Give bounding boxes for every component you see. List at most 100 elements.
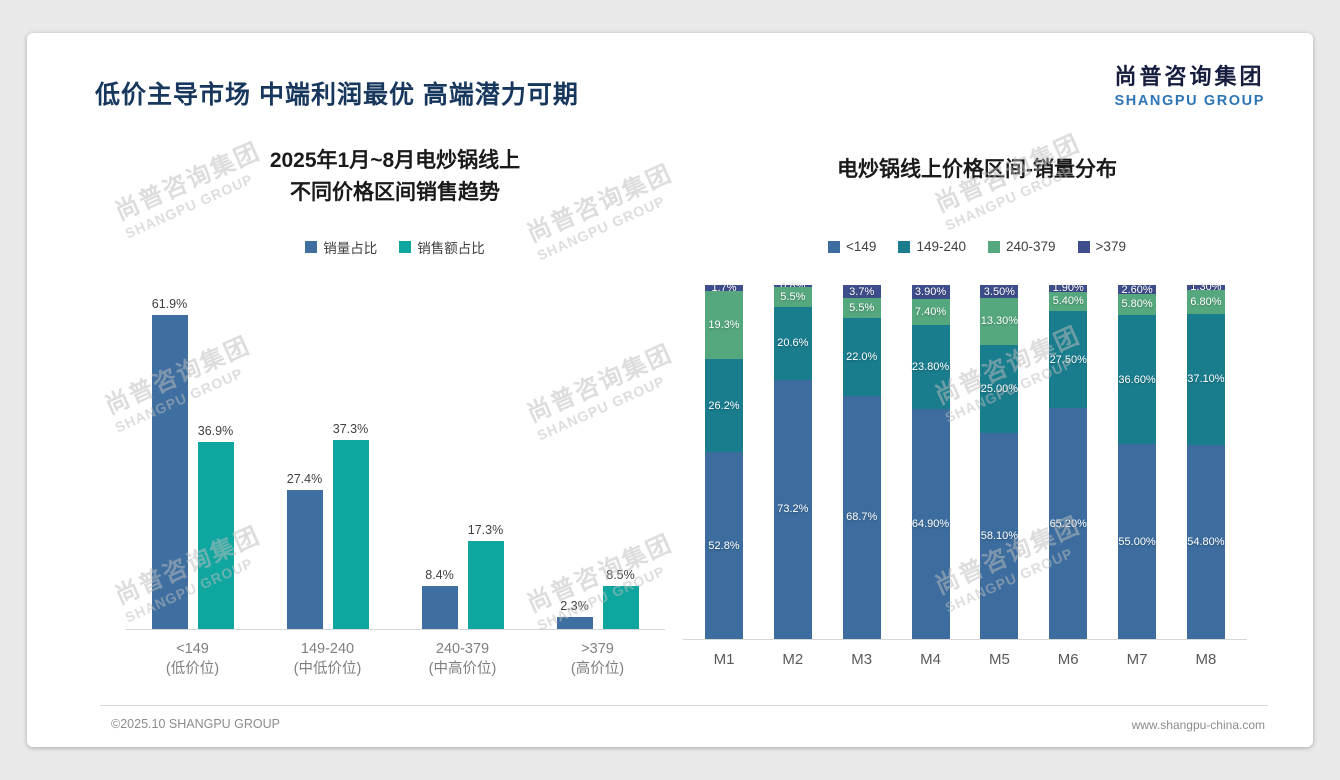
bar-segment: 6.80% [1186,289,1225,314]
segment-value-label: 26.2% [708,399,740,412]
segment-value-label: 23.80% [911,361,950,374]
segment-value-label: 5.5% [849,302,875,315]
category-subtitle: (低价位) [165,660,220,677]
bar-value-label: 17.3% [467,523,504,538]
legend-item: 销售额占比 [399,237,485,257]
segment-value-label: 7.40% [914,305,947,318]
bar-value-label: 61.9% [151,297,188,312]
month-label: M8 [1195,651,1217,668]
bar-segment: 26.2% [705,359,743,453]
logo-cn-text: 尚普咨询集团 [1114,64,1265,89]
category-label: 149-240 (中低价位) [260,640,395,679]
footer-copyright: ©2025.10 SHANGPU GROUP [111,717,280,731]
bar-segment: 25.00% [980,344,1019,434]
month-label: M1 [713,651,735,668]
left-chart-plot: 61.9% 36.9% 27.4% 37.3% 8.4% 17.3% 2.3% 8.5% [125,274,665,630]
bar-segment: 7.40% [911,298,950,326]
segment-value-label: 3.90% [914,285,947,298]
legend-swatch [399,241,412,253]
bar: 61.9% [151,297,188,629]
bar-group: 27.4% 37.3% [260,274,395,629]
bar-segment: 52.8% [705,452,743,639]
category-label: <149 (低价位) [125,640,260,679]
bar-value-label: 8.4% [425,568,454,583]
footer-divider [100,705,1268,706]
stacked-bar: 1.7% 19.3% 26.2% 52.8% [705,282,743,639]
legend-item: 149-240 [898,239,966,254]
segment-value-label: 73.2% [777,503,809,516]
legend-swatch [1077,240,1090,253]
bar-value-label: 36.9% [197,423,234,438]
right-chart-plot: 1.7% 19.3% 26.2% 52.8% 0.8% 5.5% 20.6% 73.2% 3.7… [683,280,1247,640]
bar-segment: 23.80% [911,325,950,410]
bar-segment: 2.60% [1118,283,1157,296]
bar-value-label: 27.4% [286,472,323,487]
page-title: 低价主导市场 中端利润最优 高端潜力可期 [95,81,579,109]
month-label: M6 [1057,651,1079,668]
month-label: M7 [1126,651,1148,668]
bar-segment: 5.5% [773,287,812,307]
stacked-bar: 3.7% 5.5% 22.0% 68.7% [842,285,881,639]
segment-value-label: 19.3% [708,319,740,332]
bar-segment: 1.7% [705,282,743,295]
segment-value-label: 5.80% [1121,298,1153,311]
segment-value-label: 20.6% [777,337,809,350]
segment-value-label: 37.10% [1187,373,1225,386]
segment-value-label: 52.8% [708,539,740,552]
bar-segment: 22.0% [842,317,881,396]
category-range: <149 [176,641,209,657]
left-chart-title-line1: 2025年1月~8月电炒锅线上 [269,149,521,172]
legend-label: 销售额占比 [417,241,485,256]
legend-label: 149-240 [916,239,966,254]
segment-value-label: 2.60% [1121,283,1153,296]
category-range: >379 [581,641,614,657]
segment-value-label: 68.7% [846,511,878,524]
legend-item: 销量占比 [305,237,377,257]
bar-segment: 55.00% [1118,444,1157,639]
segment-value-label: 58.10% [980,530,1019,543]
segment-value-label: 5.5% [780,291,806,304]
segment-value-label: 65.20% [1049,517,1087,530]
bar-segment: 3.50% [980,285,1019,298]
bar: 8.4% [421,568,458,629]
month-label: M3 [851,651,873,668]
segment-value-label: 1.7% [711,282,737,295]
bar-segment: 20.6% [773,306,812,380]
bar-segment: 64.90% [911,409,950,639]
bar-segment: 5.40% [1049,291,1088,311]
segment-value-label: 64.90% [911,518,950,531]
legend-swatch [305,241,318,253]
segment-value-label: 6.80% [1190,295,1222,308]
bar: 27.4% [286,472,323,629]
bar-segment: 36.60% [1118,314,1157,445]
segment-value-label: 54.80% [1187,536,1225,548]
bar-value-label: 2.3% [560,599,589,614]
footer-url: www.shangpu-china.com [1131,718,1265,732]
segment-value-label: 22.0% [846,350,878,363]
segment-value-label: 3.7% [849,285,875,298]
legend-swatch [898,240,911,253]
bar-group: 8.4% 17.3% [395,274,530,629]
logo: 尚普咨询集团 SHANGPU GROUP [1114,59,1265,109]
bar-segment: 5.80% [1118,294,1157,315]
bar-segment: 3.7% [842,285,881,299]
left-chart-legend: 销量占比 销售额占比 [125,237,665,257]
bar-segment: 5.5% [842,298,881,318]
slide: 低价主导市场 中端利润最优 高端潜力可期 尚普咨询集团 SHANGPU GROU… [27,33,1313,747]
bar-segment: 68.7% [842,395,881,639]
right-chart-title: 电炒锅线上价格区间-销量分布 [837,158,1117,181]
segment-value-label: 55.00% [1118,535,1156,548]
bar: 2.3% [556,599,593,629]
bar-segment: 3.90% [911,285,950,299]
bar-value-label: 37.3% [332,421,369,436]
legend-label: 销量占比 [323,241,378,256]
segment-value-label: 5.40% [1052,295,1084,308]
stacked-bar: 1.90% 5.40% 27.50% 65.20% [1049,282,1088,639]
category-range: 240-379 [435,641,490,657]
month-label: M2 [782,651,804,668]
bar-segment: 58.10% [980,433,1019,639]
segment-value-label: 1.90% [1052,282,1084,295]
legend-label: 240-379 [1006,239,1056,254]
stacked-bar: 0.8% 5.5% 20.6% 73.2% [773,280,812,639]
